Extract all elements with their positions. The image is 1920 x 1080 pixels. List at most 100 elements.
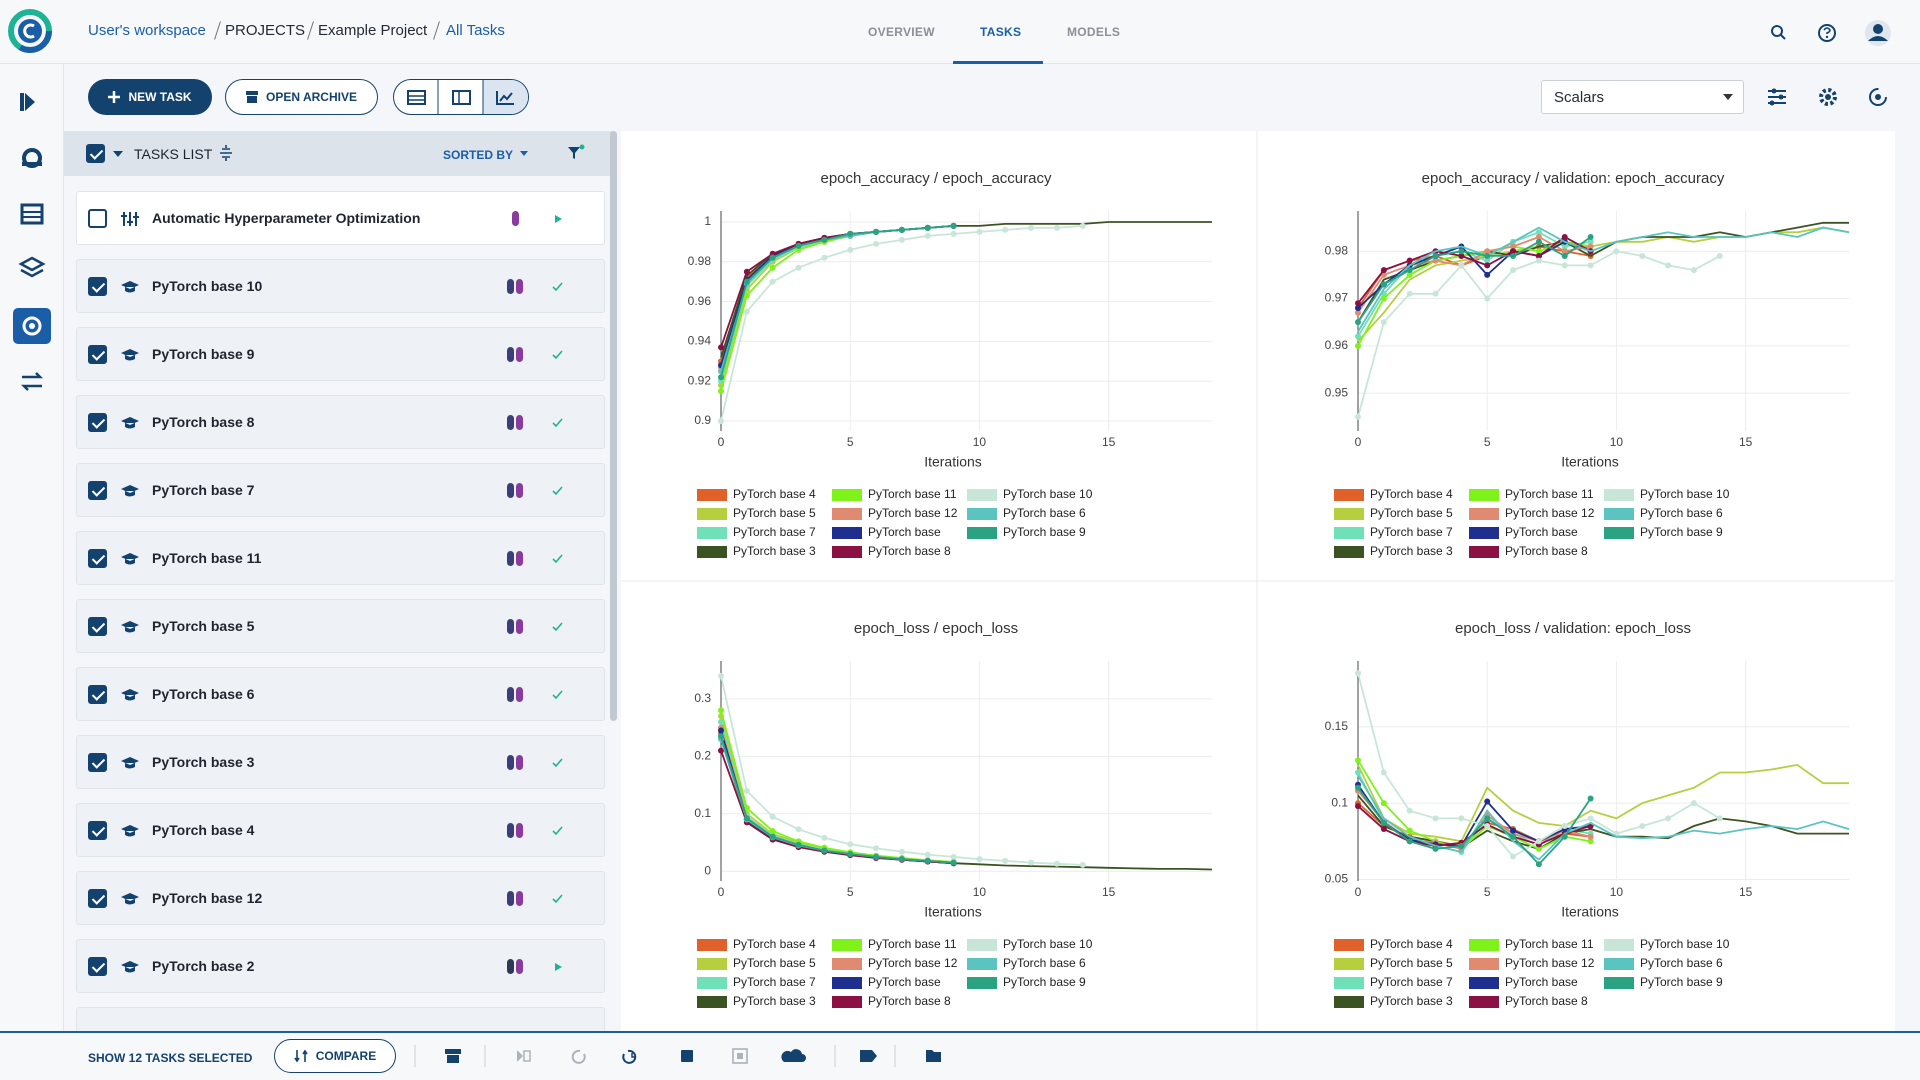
y-tick-label: 1 — [704, 214, 711, 228]
series-point — [718, 418, 724, 425]
tab[interactable]: TASKS — [980, 25, 1022, 39]
y-tick-label: 0.94 — [688, 334, 712, 348]
breadcrumb[interactable]: All Tasks — [446, 22, 505, 39]
run-icon — [555, 963, 562, 971]
task-type-icon — [121, 485, 139, 497]
series-point — [976, 856, 983, 863]
sort-label[interactable]: SORTED BY — [443, 148, 514, 162]
legend-swatch — [1469, 527, 1499, 539]
footer-actions[interactable] — [410, 1043, 970, 1069]
button-label: NEW TASK — [128, 90, 192, 104]
legend-label: PyTorch base 5 — [733, 506, 816, 520]
task-checkbox[interactable] — [88, 413, 107, 432]
legend-swatch — [832, 489, 862, 501]
legend-swatch — [1604, 977, 1634, 989]
series-point — [1484, 271, 1491, 278]
series-point — [1690, 800, 1697, 807]
series-point — [718, 388, 724, 395]
series-point — [1510, 267, 1517, 274]
compare-button[interactable]: COMPARE — [274, 1039, 396, 1073]
done-icon — [552, 758, 563, 768]
task-row[interactable]: PyTorch base 9 — [76, 327, 605, 381]
open-archive-button[interactable]: OPEN ARCHIVE — [225, 79, 378, 115]
task-checkbox[interactable] — [88, 345, 107, 364]
task-checkbox[interactable] — [88, 481, 107, 500]
task-name: PyTorch base 7 — [152, 482, 255, 498]
scrollbar[interactable] — [610, 131, 617, 721]
task-row[interactable]: PyTorch base 3 — [76, 735, 605, 789]
button-label: OPEN ARCHIVE — [266, 90, 357, 104]
task-row[interactable]: Automatic Hyperparameter Optimization — [76, 191, 605, 245]
view-toggle[interactable] — [393, 79, 530, 116]
status-pill — [516, 347, 523, 362]
series-point — [1510, 252, 1517, 259]
caret[interactable] — [520, 151, 528, 156]
task-row[interactable]: PyTorch base 11 — [76, 531, 605, 585]
task-checkbox[interactable] — [88, 277, 107, 296]
task-row[interactable]: PyTorch base 7 — [76, 463, 605, 517]
task-checkbox[interactable] — [88, 957, 107, 976]
density-icon[interactable] — [219, 145, 233, 161]
breadcrumb[interactable]: PROJECTS — [225, 22, 306, 39]
nav-icons[interactable] — [0, 64, 64, 404]
series-point — [898, 226, 905, 233]
breadcrumb[interactable]: User's workspace — [88, 22, 206, 39]
series-point — [1561, 823, 1568, 829]
task-type-icon — [121, 417, 139, 429]
task-status — [507, 619, 563, 634]
logo[interactable] — [8, 7, 52, 55]
series-point — [1535, 861, 1542, 868]
task-status — [507, 483, 563, 498]
task-row[interactable]: PyTorch base 2 — [76, 939, 605, 993]
toolbar-icons[interactable] — [1766, 86, 1906, 108]
x-tick-label: 10 — [1610, 885, 1624, 899]
icon-shape — [121, 485, 139, 497]
filter-icon[interactable] — [567, 144, 585, 162]
legend-label: PyTorch base 7 — [733, 525, 816, 539]
metric-select[interactable]: Scalars — [1541, 80, 1744, 114]
breadcrumb[interactable]: Example Project — [318, 22, 428, 39]
legend-swatch — [832, 508, 862, 520]
task-row[interactable]: PyTorch base 10 — [76, 259, 605, 313]
y-tick-label: 0 — [704, 863, 711, 877]
legend-swatch — [1334, 508, 1364, 520]
series-point — [1380, 800, 1387, 807]
select-all[interactable] — [86, 144, 105, 163]
series-point — [1587, 234, 1594, 241]
new-task-button[interactable]: NEW TASK — [88, 79, 212, 115]
done-icon — [552, 826, 563, 836]
task-checkbox[interactable] — [88, 753, 107, 772]
series-point — [743, 787, 750, 794]
task-checkbox[interactable] — [88, 889, 107, 908]
task-checkbox[interactable] — [88, 821, 107, 840]
series-point — [1716, 815, 1723, 822]
tab[interactable]: OVERVIEW — [868, 25, 935, 39]
header-icons[interactable] — [1766, 20, 1906, 46]
caret[interactable] — [113, 151, 123, 157]
series-point — [1406, 827, 1413, 834]
task-checkbox[interactable] — [88, 209, 107, 228]
status-pill — [507, 347, 514, 362]
selection-label[interactable]: SHOW 12 TASKS SELECTED — [88, 1051, 253, 1065]
task-checkbox[interactable] — [88, 549, 107, 568]
legend-label: PyTorch base 8 — [868, 544, 951, 558]
legend-label: PyTorch base 6 — [1003, 506, 1086, 520]
task-checkbox[interactable] — [88, 617, 107, 636]
task-row[interactable]: PyTorch base 8 — [76, 395, 605, 449]
tab[interactable]: MODELS — [1067, 25, 1121, 39]
status-pill — [516, 891, 523, 906]
task-row[interactable]: PyTorch base 12 — [76, 871, 605, 925]
task-name: PyTorch base 9 — [152, 346, 255, 362]
task-row[interactable] — [76, 1007, 605, 1031]
y-tick-label: 0.9 — [694, 413, 711, 427]
series-line — [1357, 236, 1592, 323]
separator — [307, 21, 314, 40]
series-point — [1355, 670, 1361, 677]
series-point — [718, 707, 724, 714]
task-row[interactable]: PyTorch base 5 — [76, 599, 605, 653]
task-row[interactable]: PyTorch base 4 — [76, 803, 605, 857]
legend-label: PyTorch base 9 — [1640, 525, 1723, 539]
task-checkbox[interactable] — [88, 685, 107, 704]
task-row[interactable]: PyTorch base 6 — [76, 667, 605, 721]
